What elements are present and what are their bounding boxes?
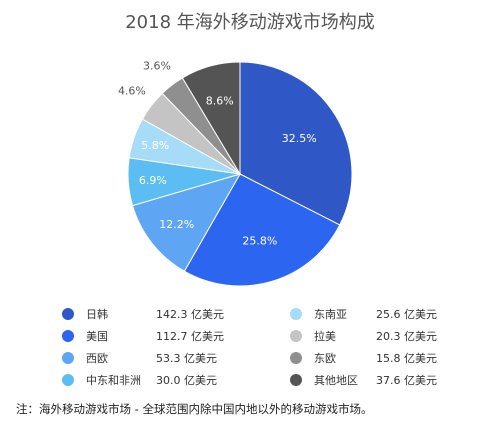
legend-color-dot [290,352,302,364]
legend-item: 美国 112.7 亿美元 [62,328,262,346]
legend-label: 西欧 [86,352,108,365]
legend-item: 其他地区 37.6 亿美元 [290,372,490,390]
pie-chart: 32.5% 25.8% 12.2% 6.9% 5.8% 4.6% 3.6% 8.6% [118,59,353,287]
legend-label: 日韩 [86,308,108,321]
legend-label: 东南亚 [314,308,347,321]
pie-slice-2 [131,173,242,272]
pie-slice-7 [181,61,241,176]
slice-label-0: 32.5% [282,132,317,145]
legend-color-dot [290,374,302,386]
legend-color-dot [62,352,74,364]
legend-value: 25.6 亿美元 [376,308,437,321]
legend-item: 东欧 15.8 亿美元 [290,350,490,368]
slice-label-1: 25.8% [242,235,277,248]
legend-item: 东南亚 25.6 亿美元 [290,306,490,324]
legend-color-dot [290,308,302,320]
slice-label-2: 12.2% [159,218,194,231]
legend-label: 美国 [86,330,108,343]
chart-title: 2018 年海外移动游戏市场构成 [125,12,375,33]
legend-label: 中东和非洲 [86,374,141,387]
legend-color-dot [290,330,302,342]
legend-item: 日韩 142.3 亿美元 [62,306,262,324]
legend-color-dot [62,374,74,386]
slice-label-3: 6.9% [139,174,167,187]
legend-color-dot [62,330,74,342]
slice-label-6: 3.6% [143,59,171,72]
legend-value: 20.3 亿美元 [376,330,437,343]
legend-label: 其他地区 [314,374,358,387]
pie-slice-1 [183,173,341,287]
legend-value: 53.3 亿美元 [156,352,217,365]
legend-label: 拉美 [314,330,336,343]
legend-item: 拉美 20.3 亿美元 [290,328,490,346]
slice-label-4: 5.8% [141,139,169,152]
slice-label-7: 8.6% [206,95,234,108]
legend-item: 西欧 53.3 亿美元 [62,350,262,368]
footnote: 注：海外移动游戏市场 - 全球范围内除中国内地以外的移动游戏市场。 [16,402,373,416]
legend-value: 37.6 亿美元 [376,374,437,387]
legend-color-dot [62,308,74,320]
legend-value: 15.8 亿美元 [376,352,437,365]
slice-label-5: 4.6% [118,84,146,97]
legend-value: 112.7 亿美元 [156,330,224,343]
legend-value: 30.0 亿美元 [156,374,217,387]
chart-legend: 日韩 142.3 亿美元美国 112.7 亿美元西欧 53.3 亿美元中东和非洲 30.… [0,306,500,390]
legend-label: 东欧 [314,352,336,365]
pie-slice-0 [239,61,353,226]
legend-item: 中东和非洲 30.0 亿美元 [62,372,262,390]
legend-value: 142.3 亿美元 [156,308,224,321]
